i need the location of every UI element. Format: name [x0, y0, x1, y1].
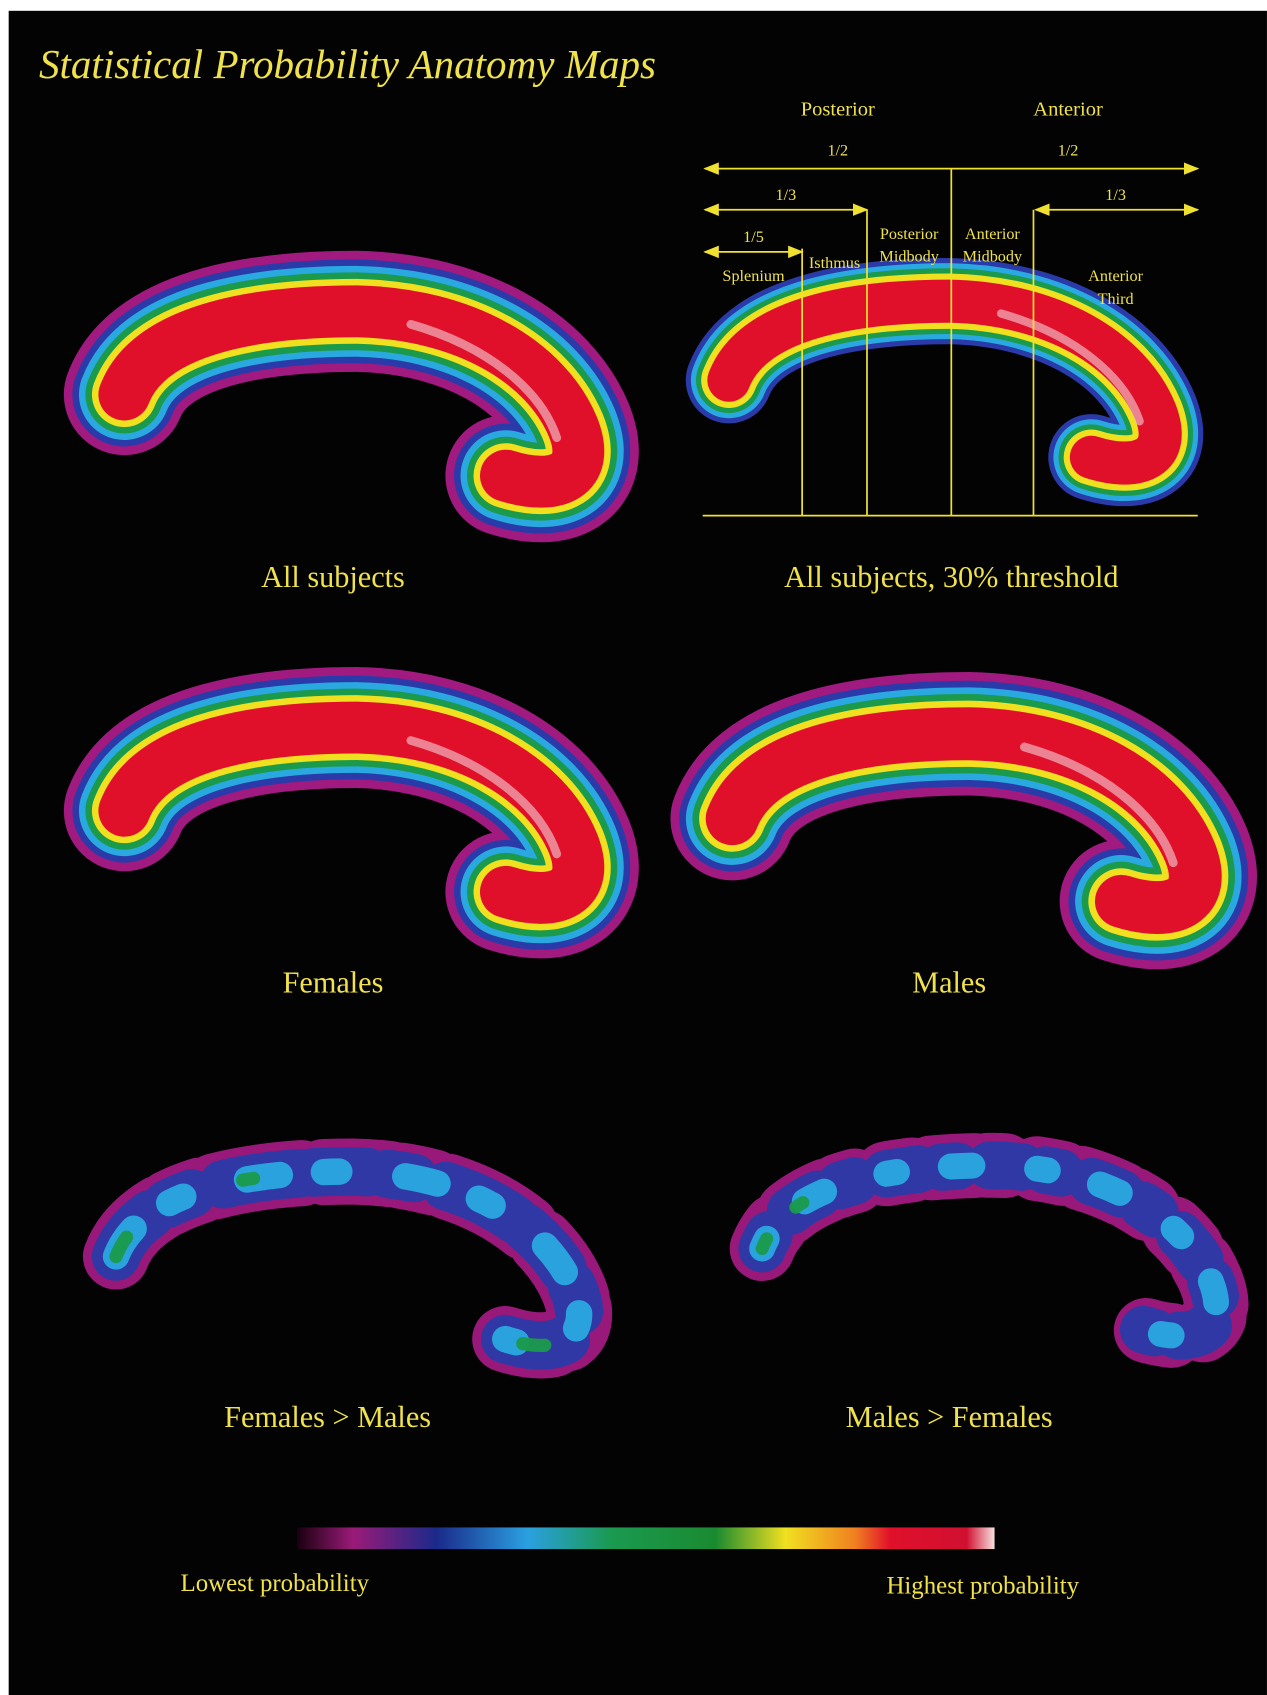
map-band: [102, 1158, 593, 1359]
probability-map: [685, 258, 1204, 507]
probability-map: [82, 1138, 613, 1379]
segment-label: Posterior: [880, 225, 939, 243]
region-label: Posterior: [801, 99, 875, 121]
map-band: [98, 701, 605, 924]
map-band: [749, 1152, 1229, 1349]
segment-label: Anterior: [1088, 267, 1143, 285]
map-core: [406, 736, 562, 859]
title: Statistical Probability Anatomy Maps: [39, 41, 656, 87]
caption: All subjects, 30% threshold: [784, 560, 1118, 594]
caption: Females: [283, 965, 384, 999]
segment-label: Isthmus: [809, 254, 860, 272]
probability-map: [729, 1132, 1249, 1369]
map-core: [406, 319, 562, 443]
segment-label: Midbody: [879, 248, 939, 266]
diagram: Posterior Anterior 1/2 1/2 1/3 1/3 1/5 S…: [702, 99, 1200, 517]
caption: Females > Males: [224, 1400, 431, 1434]
map-core: [1019, 742, 1178, 868]
caption: Males > Females: [846, 1400, 1053, 1434]
map-band: [705, 707, 1222, 934]
fraction: 1/3: [776, 186, 797, 204]
segment-label: Splenium: [722, 267, 785, 285]
probability-map: [670, 671, 1257, 970]
colorbar-label: Highest probability: [886, 1572, 1079, 1599]
segment-label: Midbody: [963, 248, 1023, 266]
caption: Males: [912, 965, 986, 999]
map-band: [98, 285, 605, 508]
fraction: 1/5: [743, 228, 764, 246]
probability-map: [63, 250, 639, 543]
segment-label: Anterior: [965, 225, 1020, 243]
segment-label: Third: [1098, 290, 1134, 308]
probability-map: [63, 666, 639, 959]
maps: [63, 250, 1257, 1379]
fraction: 1/2: [827, 142, 848, 160]
fraction: 1/2: [1058, 142, 1079, 160]
caption: All subjects: [261, 560, 405, 594]
fraction: 1/3: [1105, 186, 1126, 204]
map-core: [996, 309, 1144, 426]
colorbar-label: Lowest probability: [181, 1570, 370, 1597]
region-label: Anterior: [1033, 99, 1103, 121]
colorbar: [297, 1527, 995, 1550]
map-band: [707, 279, 1182, 485]
